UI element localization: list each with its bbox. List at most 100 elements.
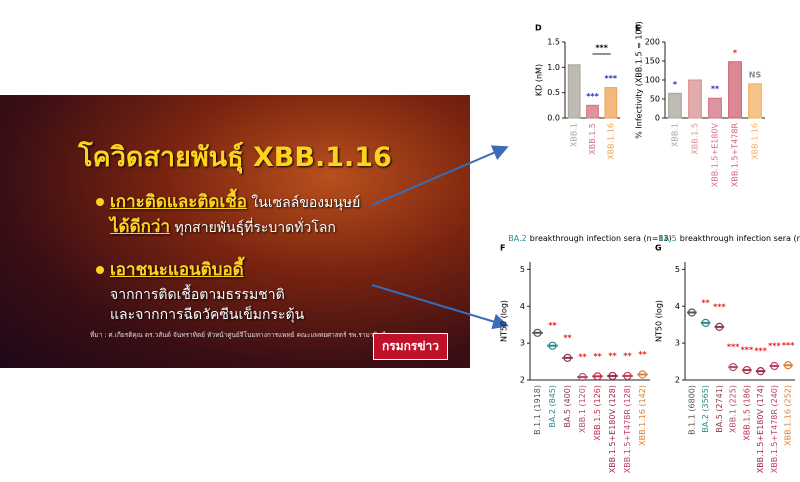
y-axis-label: NT50 (log) bbox=[655, 300, 664, 342]
y-tick-label: 200 bbox=[645, 38, 660, 47]
bullet bbox=[96, 198, 104, 206]
x-tick-label: BA.5 (2741) bbox=[715, 385, 724, 433]
y-tick-label: 3 bbox=[675, 339, 680, 348]
x-tick-label: XBB.1.5+E180V (128) bbox=[608, 385, 617, 473]
y-tick-label: 2 bbox=[675, 376, 680, 385]
panel-letter: F bbox=[500, 244, 505, 253]
mean-dot bbox=[784, 361, 793, 370]
mean-dot bbox=[563, 353, 572, 362]
text: ทุกสายพันธุ์ที่ระบาดทั่วโลก bbox=[174, 220, 336, 236]
text: จากการติดเชื้อตามธรรมชาติ bbox=[110, 287, 285, 303]
mean-dot bbox=[742, 365, 751, 375]
y-tick-label: 100 bbox=[645, 76, 660, 85]
y-tick-label: 5 bbox=[520, 265, 525, 274]
y-tick-label: 1.5 bbox=[547, 38, 560, 47]
x-tick-label: XBB.1.5 (126) bbox=[593, 385, 602, 441]
text: และจากการฉีดวัคซีนเข็มกระตุ้น bbox=[110, 307, 305, 323]
significance: *** bbox=[782, 341, 795, 350]
point: เอาชนะแอนติบอดี้ จากการติดเชื้อตามธรรมชา… bbox=[96, 258, 305, 331]
significance: ** bbox=[578, 353, 587, 362]
significance: ** bbox=[623, 351, 632, 360]
x-tick-label: XBB.1.16 (142) bbox=[638, 385, 647, 446]
source: ที่มา : ศ.เกียรติคุณ ดร.วสันต์ จันทราทิต… bbox=[90, 331, 386, 339]
strain: BA.2 bbox=[508, 234, 526, 243]
strain: BA.5 bbox=[658, 234, 676, 243]
x-tick-label: XBB.1.5+T478R (128) bbox=[623, 385, 632, 473]
y-tick-label: 5 bbox=[675, 265, 680, 274]
y-tick-label: 0.5 bbox=[547, 88, 560, 97]
mean-dot bbox=[638, 370, 647, 379]
bar bbox=[604, 87, 618, 119]
x-tick-label: XBB.1.5+T478R (240) bbox=[770, 385, 779, 473]
mean-dot bbox=[593, 372, 602, 381]
y-tick-label: 0.0 bbox=[547, 114, 560, 123]
significance: *** bbox=[754, 347, 767, 356]
mean-dot bbox=[687, 308, 696, 317]
arrow bbox=[371, 284, 509, 330]
banner-title: โควิดสายพันธุ์ XBB.1.16 bbox=[78, 142, 392, 173]
mean-dot bbox=[623, 371, 632, 381]
mean-dot bbox=[533, 328, 542, 337]
x-tick-label: XBB.1.16 bbox=[751, 123, 760, 160]
x-tick-label: B.1.1 (6800) bbox=[687, 385, 696, 435]
significance: *** bbox=[741, 346, 754, 355]
x-tick-label: XBB.1 (120) bbox=[578, 385, 587, 433]
text: ในเซลล์ของมนุษย์ bbox=[251, 195, 361, 211]
x-tick-label: XBB.1 bbox=[671, 123, 680, 147]
x-tick-label: XBB.1.5+T478R bbox=[731, 123, 740, 188]
y-tick-label: 4 bbox=[675, 302, 680, 311]
point: เกาะติดและติดเชื้อ ในเซลล์ของมนุษย์ ได้ด… bbox=[96, 190, 361, 240]
significance: *** bbox=[727, 343, 740, 352]
x-tick-label: XBB.1 bbox=[570, 123, 579, 147]
x-tick-label: XBB.1.5 bbox=[691, 123, 700, 155]
bar bbox=[728, 61, 742, 119]
title-text: breakthrough infection sera (n=13) bbox=[530, 234, 672, 243]
significance: NS bbox=[749, 70, 762, 79]
significance: ** bbox=[638, 350, 647, 359]
bullet bbox=[96, 266, 104, 274]
y-tick-label: 50 bbox=[650, 95, 660, 104]
y-tick-label: 4 bbox=[520, 302, 525, 311]
mean-dot bbox=[715, 322, 724, 331]
mean-dot bbox=[578, 372, 587, 382]
x-tick-label: XBB.1.5 bbox=[588, 123, 597, 155]
significance: *** bbox=[605, 74, 618, 83]
panel-title: BA.2 breakthrough infection sera (n=13) bbox=[508, 234, 671, 243]
significance: ** bbox=[548, 321, 557, 330]
comparison-label: *** bbox=[595, 44, 608, 53]
significance: ** bbox=[711, 85, 720, 94]
mean-dot bbox=[729, 362, 738, 372]
bar bbox=[668, 92, 682, 119]
x-tick-label: B.1.1 (1918) bbox=[533, 385, 542, 435]
y-tick-label: 0 bbox=[655, 114, 660, 123]
title-text: breakthrough infection sera (n=15) bbox=[680, 234, 800, 243]
y-axis-label: % Infectivity (XBB.1.5 = 100) bbox=[635, 21, 644, 138]
mean-dot bbox=[701, 318, 710, 327]
x-tick-label: XBB.1.16 (252) bbox=[784, 385, 793, 446]
x-tick-label: XBB.1.16 bbox=[606, 123, 615, 160]
panel-letter: G bbox=[655, 244, 662, 253]
highlight: เอาชนะแอนติบอดี้ bbox=[110, 260, 244, 280]
y-tick-label: 1.0 bbox=[547, 63, 560, 72]
bar bbox=[688, 79, 702, 119]
x-tick-label: BA.5 (400) bbox=[563, 385, 572, 428]
significance: ** bbox=[593, 352, 602, 361]
x-tick-label: XBB.1 (225) bbox=[729, 385, 738, 433]
badge: กรมกรข่าว bbox=[372, 333, 448, 360]
highlight: เกาะติดและติดเชื้อ bbox=[110, 192, 248, 212]
bar bbox=[567, 64, 581, 119]
significance: *** bbox=[768, 341, 781, 350]
panel-title: BA.5 breakthrough infection sera (n=15) bbox=[658, 234, 800, 243]
mean-dot bbox=[548, 341, 557, 350]
bar bbox=[708, 97, 722, 119]
significance: *** bbox=[713, 302, 726, 311]
bar bbox=[586, 104, 599, 119]
y-tick-label: 3 bbox=[520, 339, 525, 348]
y-axis-label: NT50 (log) bbox=[500, 300, 509, 342]
x-tick-label: XBB.1.5+E180V (174) bbox=[756, 385, 765, 473]
y-tick-label: 2 bbox=[520, 376, 525, 385]
y-tick-label: 150 bbox=[645, 57, 660, 66]
news-banner: โควิดสายพันธุ์ XBB.1.16 เกาะติดและติดเชื… bbox=[0, 95, 470, 368]
